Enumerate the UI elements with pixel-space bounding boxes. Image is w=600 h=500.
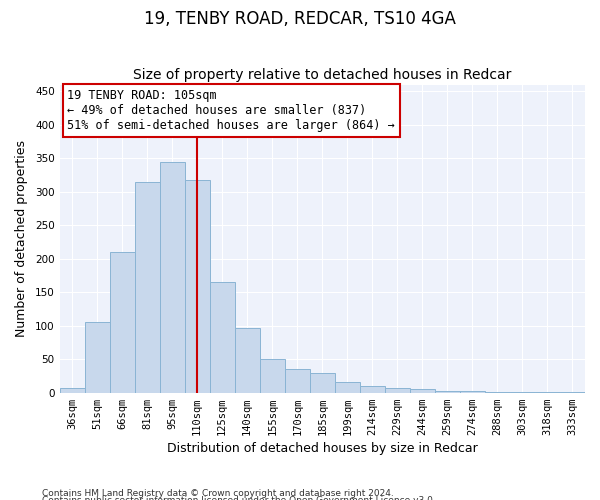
Text: Contains HM Land Registry data © Crown copyright and database right 2024.: Contains HM Land Registry data © Crown c… [42, 488, 394, 498]
Bar [260, 359, 285, 392]
Bar [335, 382, 360, 392]
Text: 19 TENBY ROAD: 105sqm
← 49% of detached houses are smaller (837)
51% of semi-det: 19 TENBY ROAD: 105sqm ← 49% of detached … [67, 89, 395, 132]
Bar [209, 282, 235, 393]
Bar [160, 162, 185, 392]
Bar [310, 372, 335, 392]
Bar [59, 388, 85, 392]
Bar [235, 328, 260, 392]
Bar [285, 369, 310, 392]
Bar [385, 388, 410, 392]
Title: Size of property relative to detached houses in Redcar: Size of property relative to detached ho… [133, 68, 511, 82]
Bar [85, 322, 110, 392]
Text: 19, TENBY ROAD, REDCAR, TS10 4GA: 19, TENBY ROAD, REDCAR, TS10 4GA [144, 10, 456, 28]
Y-axis label: Number of detached properties: Number of detached properties [15, 140, 28, 337]
Bar [360, 386, 385, 392]
X-axis label: Distribution of detached houses by size in Redcar: Distribution of detached houses by size … [167, 442, 478, 455]
Bar [110, 252, 134, 392]
Text: Contains public sector information licensed under the Open Government Licence v3: Contains public sector information licen… [42, 496, 436, 500]
Bar [134, 182, 160, 392]
Bar [410, 390, 435, 392]
Bar [185, 180, 209, 392]
